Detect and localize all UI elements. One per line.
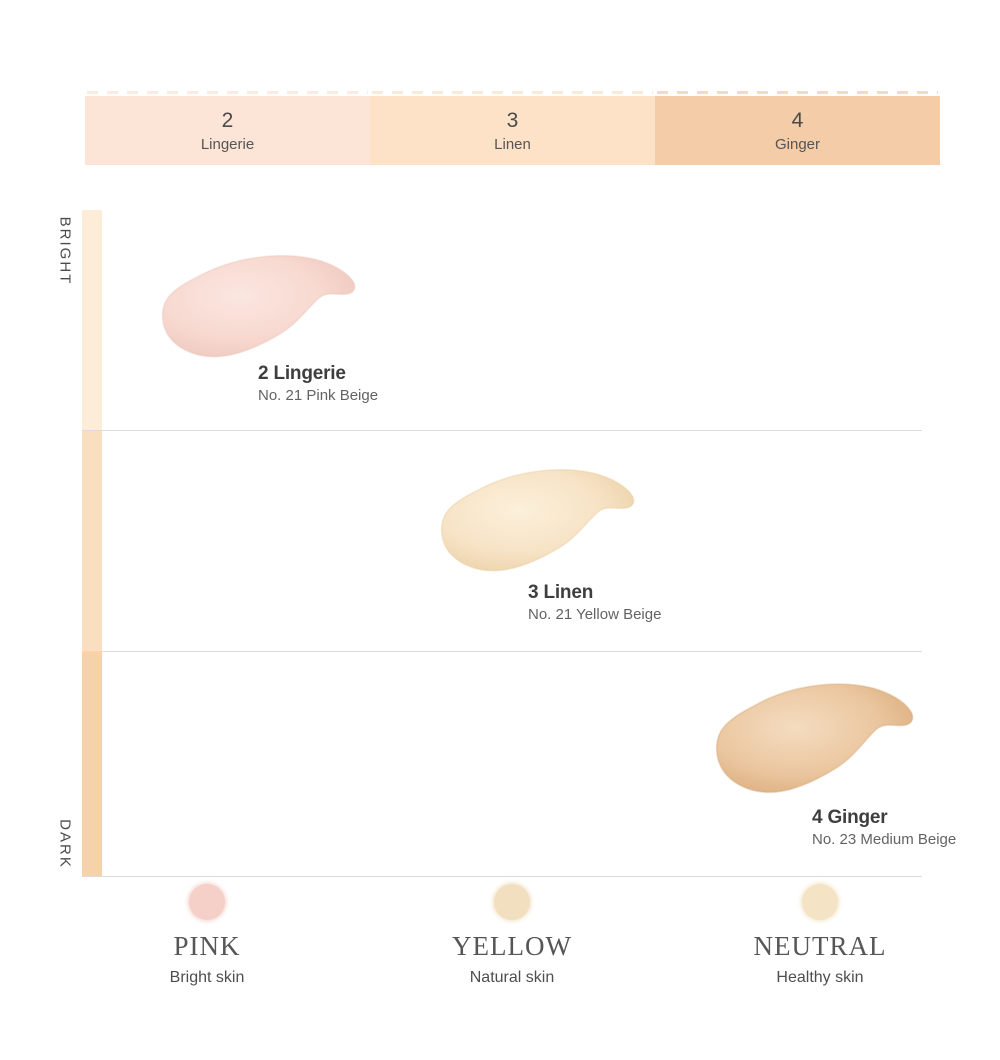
swatch-subtitle-lingerie: No. 21 Pink Beige [258,387,379,404]
row-divider [82,876,922,877]
row-divider [82,651,922,652]
shade-scale-segment-ginger: 4 Ginger [655,91,940,165]
row-divider [82,430,922,431]
shade-number: 4 [791,108,804,132]
legend-subtitle-neutral: Healthy skin [776,969,864,986]
shade-scale-bar: 2 Lingerie 3 Linen 4 Ginger [85,91,940,165]
brightness-bar-segment-dark [82,651,102,876]
axis-label-bright: BRIGHT [56,216,74,286]
shade-scale-segment-lingerie: 2 Lingerie [85,91,370,165]
brightness-bar-segment-medium [82,430,102,651]
legend-subtitle-pink: Bright skin [169,969,245,986]
legend-dot-pink [189,884,225,920]
swatch-smear-shape [715,683,914,794]
shade-scale-segment-linen: 3 Linen [370,91,655,165]
legend-item-yellow: YELLOW Natural skin [402,884,622,987]
swatch-title-lingerie: 2 Lingerie [258,363,346,384]
shade-name: Lingerie [200,136,255,154]
legend-item-neutral: NEUTRAL Healthy skin [710,884,930,987]
axis-label-dark: DARK [56,819,74,869]
swatch-subtitle-linen: No. 21 Yellow Beige [528,606,662,623]
legend-subtitle-yellow: Natural skin [469,969,555,986]
legend-dot-neutral [802,884,838,920]
swatch-title-ginger: 4 Ginger [812,807,888,828]
legend-dot-yellow [494,884,530,920]
shade-name: Linen [494,136,531,154]
legend-item-pink: PINK Bright skin [97,884,317,987]
legend-title-neutral: NEUTRAL [753,931,887,961]
shade-number: 2 [221,108,234,132]
swatch-smear-linen [440,468,635,572]
shade-number: 3 [506,108,519,132]
brightness-bar-segment-light [82,210,102,430]
swatch-smear-shape [161,254,356,358]
swatch-title-linen: 3 Linen [528,582,594,603]
swatch-subtitle-ginger: No. 23 Medium Beige [812,831,957,848]
shade-name: Ginger [774,136,821,154]
swatch-smear-shape [440,468,635,572]
legend-title-yellow: YELLOW [452,931,572,961]
swatch-smear-ginger [715,683,914,794]
legend-title-pink: PINK [173,931,241,961]
swatch-smear-lingerie [161,254,356,358]
